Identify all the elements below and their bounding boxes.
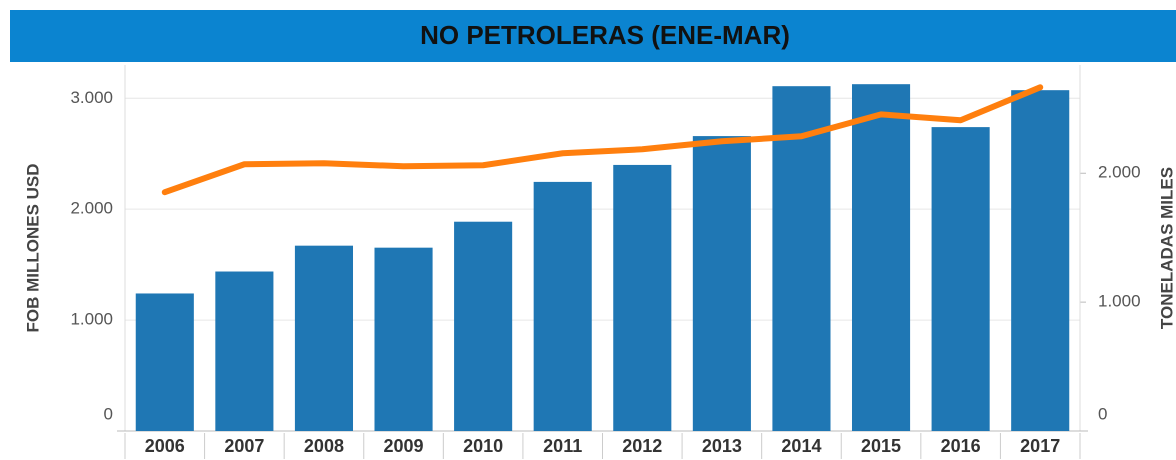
y-tick-label: 0 — [104, 404, 113, 423]
bar — [613, 164, 672, 432]
bar — [294, 245, 354, 431]
bar — [454, 221, 513, 431]
y-axis-title: FOB MILLONES USD — [23, 163, 42, 332]
bar — [772, 86, 831, 431]
bar — [215, 271, 274, 431]
x-tick-label: 2010 — [463, 436, 503, 456]
x-tick-label: 2006 — [145, 436, 185, 456]
bar — [692, 136, 751, 432]
bar — [1011, 90, 1070, 431]
y2-axis-title: TONELADAS MILES — [1157, 167, 1176, 329]
y2-tick-label: 2.000 — [1098, 163, 1141, 182]
x-tick-label: 2013 — [702, 436, 742, 456]
x-tick-label: 2016 — [941, 436, 981, 456]
bar — [851, 84, 911, 432]
bar — [135, 293, 194, 431]
x-tick-label: 2017 — [1020, 436, 1060, 456]
y2-tick-label: 0 — [1098, 404, 1107, 423]
y-tick-label: 2.000 — [70, 199, 113, 218]
x-tick-label: 2012 — [622, 436, 662, 456]
x-tick-label: 2015 — [861, 436, 901, 456]
x-tick-label: 2014 — [781, 436, 821, 456]
x-tick-label: 2011 — [543, 436, 582, 456]
bar — [533, 181, 592, 431]
x-tick-label: 2007 — [224, 436, 264, 456]
title-bar — [10, 10, 1176, 62]
y-tick-label: 1.000 — [70, 310, 113, 329]
y-tick-label: 3.000 — [70, 88, 113, 107]
x-tick-label: 2008 — [304, 436, 344, 456]
y2-tick-label: 1.000 — [1098, 292, 1141, 311]
x-tick-label: 2009 — [384, 436, 424, 456]
bar — [374, 247, 433, 431]
chart-title: NO PETROLERAS (ENE-MAR) — [420, 20, 790, 50]
line — [161, 84, 1044, 196]
bar — [931, 127, 990, 431]
